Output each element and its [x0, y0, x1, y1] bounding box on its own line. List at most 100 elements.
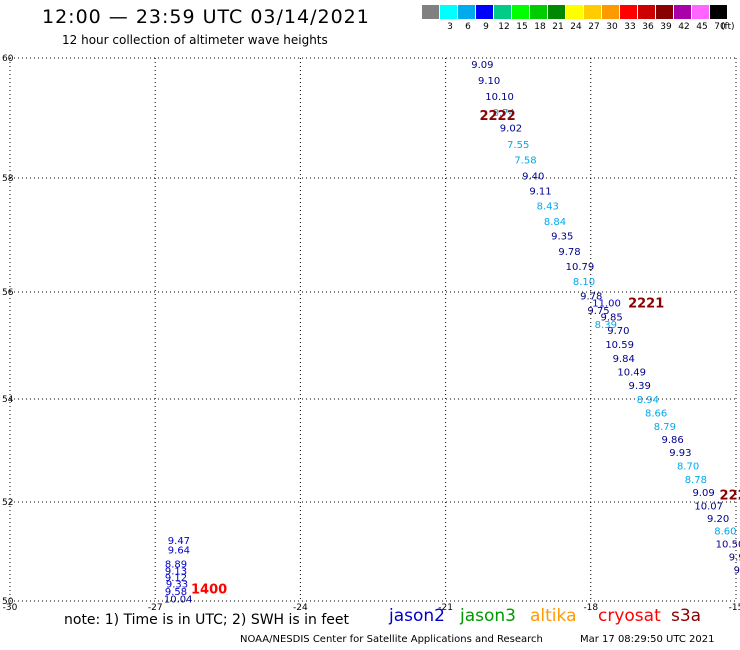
lon-tick-label: -30 [3, 603, 18, 613]
lat-tick-label: 58 [2, 174, 14, 184]
footer-timestamp: Mar 17 08:29:50 UTC 2021 [580, 634, 715, 645]
satellite-jason2: jason2 [389, 606, 445, 626]
wave-height-value: 9.20 [707, 514, 729, 525]
legend-swatch [710, 5, 727, 19]
wave-height-value: 9.86 [661, 435, 683, 446]
legend-swatch [620, 5, 637, 19]
page-title: 12:00 — 23:59 UTC 03/14/2021 [42, 6, 370, 28]
wave-height-value: 9.92 [729, 552, 740, 563]
lat-tick-label: 52 [2, 498, 13, 508]
legend-label: 27 [588, 22, 600, 32]
legend-swatch [548, 5, 565, 19]
legend-unit: (ft) [721, 22, 735, 32]
legend-label: 18 [534, 22, 546, 32]
track-values: 9.09 9.10 10.10 8.74 9.02 7.55 7.58 9.40 9.11 8.4… [164, 60, 740, 606]
wave-height-value: 8.39 [595, 320, 617, 331]
wave-height-value: 8.79 [654, 422, 676, 433]
wave-height-value: 10.04 [164, 595, 193, 606]
wave-height-value: 8.70 [677, 461, 699, 472]
satellite-s3a: s3a [671, 606, 702, 626]
legend-swatch [638, 5, 655, 19]
legend-swatch [440, 5, 457, 19]
legend-label: 36 [642, 22, 654, 32]
legend-label: 24 [570, 22, 582, 32]
wave-height-value: 9.33 [166, 580, 188, 591]
satellite-jason3: jason3 [460, 606, 516, 626]
wave-height-value: 8.74 [493, 108, 515, 119]
wave-height-value: 7.58 [514, 155, 536, 166]
map-grid [9, 57, 737, 602]
lat-tick-label: 56 [2, 288, 14, 298]
lon-tick-label: -24 [293, 603, 308, 613]
wave-height-value: 8.66 [645, 408, 667, 419]
legend-label: 12 [498, 22, 510, 32]
legend-label: 39 [660, 22, 672, 32]
legend-label: 33 [624, 22, 636, 32]
wave-height-value: 9.09 [692, 488, 714, 499]
wave-height-value: 8.89 [165, 559, 187, 570]
wave-height-value: 9.31 [734, 565, 740, 576]
legend-label: 42 [678, 22, 690, 32]
legend-swatch [566, 5, 583, 19]
pass-time-label: 2221 [720, 488, 740, 503]
wave-height-value: 9.84 [613, 354, 635, 365]
wave-height-value: 8.10 [573, 277, 595, 288]
wave-height-value: 11.00 [592, 299, 621, 310]
wave-height-value: 9.39 [629, 381, 651, 392]
satellite-cryosat: cryosat [598, 606, 661, 626]
legend-label: 70 [714, 22, 726, 32]
legend-label: 30 [606, 22, 618, 32]
wave-height-value: 9.11 [529, 187, 551, 198]
wave-height-value: 9.47 [168, 536, 190, 547]
legend-label: 6 [465, 22, 471, 32]
wave-height-value: 8.43 [537, 201, 559, 212]
lon-tick-label: -21 [438, 603, 453, 613]
legend-label: 21 [552, 22, 564, 32]
wave-height-value: 9.09 [471, 60, 493, 71]
lat-tick-label: 50 [2, 597, 14, 607]
wave-height-value: 10.50 [716, 540, 740, 551]
legend-swatch [692, 5, 709, 19]
wave-height-value: 9.35 [551, 232, 573, 243]
wave-height-value: 9.70 [607, 326, 629, 337]
pass-time-label: 2221 [628, 297, 664, 312]
lon-tick-label: -27 [148, 603, 163, 613]
legend-swatch [530, 5, 547, 19]
wave-height-value: 9.40 [522, 172, 544, 183]
legend-swatch [674, 5, 691, 19]
wave-height-value: 10.79 [566, 262, 595, 273]
legend-swatch [476, 5, 493, 19]
lon-tick-label: -18 [583, 603, 598, 613]
legend-swatch [584, 5, 601, 19]
wave-height-value: 9.93 [669, 448, 691, 459]
legend-label: 15 [516, 22, 528, 32]
wave-height-value: 10.49 [617, 368, 646, 379]
legend-swatch [602, 5, 619, 19]
wave-height-value: 8.60 [714, 527, 736, 538]
wave-height-value: 9.85 [600, 313, 622, 324]
legend-label: 3 [447, 22, 453, 32]
wave-height-value: 9.10 [478, 76, 500, 87]
wave-height-value: 9.75 [587, 306, 609, 317]
wave-height-value: 10.10 [485, 92, 514, 103]
wave-height-value: 9.58 [165, 587, 187, 598]
legend-label: 45 [696, 22, 708, 32]
lon-tick-label: -15 [729, 603, 740, 613]
pass-time-label: 1400 [191, 583, 227, 598]
legend-label: 9 [483, 22, 489, 32]
wave-height-value: 9.13 [165, 566, 187, 577]
satellite-altika: altika [530, 606, 577, 626]
legend-swatch [656, 5, 673, 19]
wave-height-value: 8.94 [637, 395, 659, 406]
wave-height-value: 8.78 [685, 475, 707, 486]
note-text: note: 1) Time is in UTC; 2) SWH is in fe… [64, 612, 350, 628]
legend-swatch [422, 5, 439, 19]
wave-height-value: 9.78 [580, 292, 602, 303]
wave-height-value: 9.02 [500, 124, 522, 135]
wave-height-value: 9.78 [558, 247, 580, 258]
page-subtitle: 12 hour collection of altimeter wave hei… [62, 33, 328, 47]
pass-time-label: 2222 [479, 109, 515, 124]
wave-height-value: 7.55 [507, 140, 529, 151]
time-labels: 2222 2221 2221 1400 [191, 109, 740, 598]
